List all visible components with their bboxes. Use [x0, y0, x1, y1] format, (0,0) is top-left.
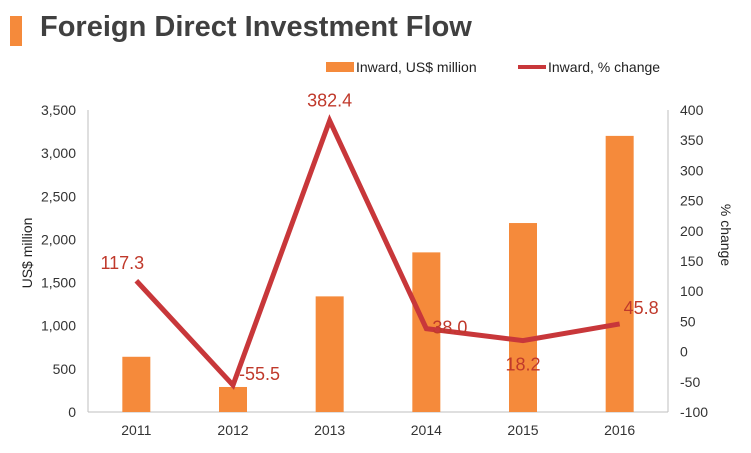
y2-tick-label: 200 — [680, 223, 704, 239]
x-tick-label: 2015 — [507, 422, 538, 438]
legend-label-line: Inward, % change — [548, 59, 660, 75]
y-tick-label: 0 — [68, 404, 76, 420]
y2-tick-label: 0 — [680, 344, 688, 360]
y2-tick-label: 100 — [680, 283, 704, 299]
y-tick-label: 1,000 — [41, 318, 76, 334]
y-tick-label: 2,000 — [41, 231, 76, 247]
legend-swatch-bar — [326, 62, 354, 72]
x-tick-label: 2011 — [121, 422, 151, 438]
x-tick-label: 2016 — [604, 422, 635, 438]
y-tick-label: 2,500 — [41, 188, 76, 204]
y-tick-label: 500 — [53, 361, 77, 377]
y-axis-title: US$ million — [19, 218, 35, 289]
y2-tick-label: 400 — [680, 102, 704, 118]
line-series — [134, 114, 621, 390]
bar — [219, 386, 247, 412]
y2-tick-label: 50 — [680, 313, 696, 329]
y2-axis-title: % change — [718, 204, 734, 266]
bar — [605, 135, 634, 412]
line-data-label: -55.5 — [239, 364, 280, 384]
line-data-label: 382.4 — [307, 91, 352, 111]
bar — [122, 356, 151, 412]
title-accent-bar — [10, 16, 22, 46]
chart-title: Foreign Direct Investment Flow — [40, 11, 472, 43]
bar — [509, 223, 537, 412]
y2-tick-label: 300 — [680, 162, 704, 178]
y-tick-label: 1,500 — [41, 275, 76, 291]
bar — [315, 296, 344, 412]
y-tick-label: 3,500 — [41, 102, 76, 118]
x-tick-label: 2013 — [314, 422, 345, 438]
x-tick-label: 2014 — [411, 422, 442, 438]
y2-tick-label: 350 — [680, 132, 704, 148]
y2-tick-label: -50 — [680, 374, 700, 390]
line-data-label: 117.3 — [100, 253, 144, 273]
line-data-label: 18.2 — [505, 355, 540, 375]
legend-label-bar: Inward, US$ million — [356, 59, 477, 75]
line-data-label: 38.0 — [432, 318, 467, 338]
y2-tick-label: 250 — [680, 193, 704, 209]
y2-tick-label: 150 — [680, 253, 704, 269]
x-tick-label: 2012 — [217, 422, 248, 438]
y2-tick-label: -100 — [680, 404, 708, 420]
line-data-label: 45.8 — [624, 298, 659, 318]
y-tick-label: 3,000 — [41, 145, 76, 161]
